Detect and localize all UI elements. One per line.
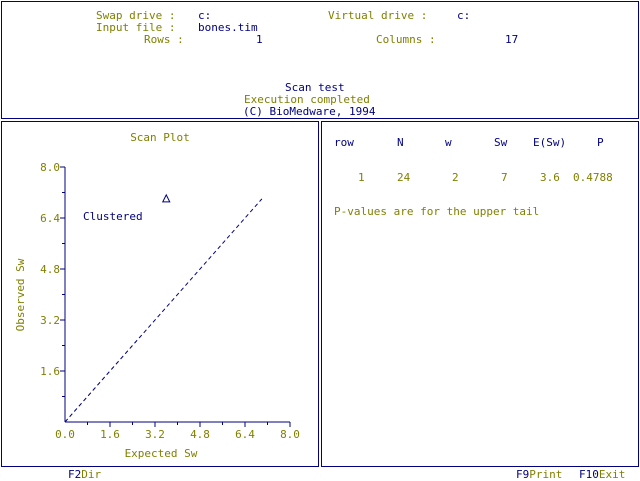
data-point [161,193,171,203]
x-tick-label: 6.4 [235,428,255,441]
f2-key: F2 [68,468,82,481]
swap-drive-label: Swap drive : [96,9,176,22]
y-tick-label: 8.0 [40,161,60,174]
virtual-drive-value: c: [457,9,471,22]
chart-annotation: Clustered [83,210,143,223]
print-label: Print [529,468,563,481]
results-header-esw: E(Sw) [533,136,567,149]
y-tick-label: 6.4 [40,212,60,225]
columns-label: Columns : [376,33,436,46]
footer-dir[interactable]: F2Dir [68,469,101,481]
x-tick-label: 8.0 [280,428,300,441]
results-cell-p: 0.4788 [573,171,613,184]
results-cell-esw: 3.6 [540,171,560,184]
x-tick-label: 0.0 [55,428,75,441]
f9-key: F9 [516,468,530,481]
footer-exit[interactable]: F10Exit [579,469,625,481]
y-tick-label: 3.2 [40,314,60,327]
header-panel [1,1,639,119]
status-text: Execution completed [244,93,370,106]
test-name: Scan test [285,81,345,94]
expected-line [64,198,263,423]
y-tick-label: 4.8 [40,263,60,276]
swap-drive-value: c: [198,9,212,22]
y-tick-label: 1.6 [40,365,60,378]
chart-title: Scan Plot [130,131,190,144]
dir-label: Dir [81,468,102,481]
chart-ylabel: Observed Sw [14,258,27,331]
x-tick-label: 4.8 [190,428,210,441]
results-cell-row: 1 [358,171,365,184]
plot-panel [1,121,319,467]
results-panel [321,121,639,467]
results-header-w: w [445,136,452,149]
x-tick-label: 1.6 [100,428,120,441]
chart-xlabel: Expected Sw [125,447,198,460]
results-header-p: P [597,136,604,149]
virtual-drive-label: Virtual drive : [328,9,428,22]
results-cell-w: 2 [452,171,459,184]
results-cell-n: 24 [397,171,411,184]
rows-value: 1 [256,33,263,46]
input-file-label: Input file : [96,21,176,34]
f10-key: F10 [579,468,599,481]
results-header-sw: Sw [494,136,508,149]
input-file-value: bones.tim [198,21,258,34]
footer-print[interactable]: F9Print [516,469,562,481]
results-header-row: row [334,136,354,149]
columns-value: 17 [505,33,519,46]
rows-label: Rows : [144,33,184,46]
results-header-n: N [397,136,404,149]
results-note: P-values are for the upper tail [334,205,540,218]
exit-label: Exit [598,468,626,481]
results-cell-sw: 7 [501,171,508,184]
x-tick-label: 3.2 [145,428,165,441]
copyright-text: (C) BioMedware, 1994 [243,105,376,118]
